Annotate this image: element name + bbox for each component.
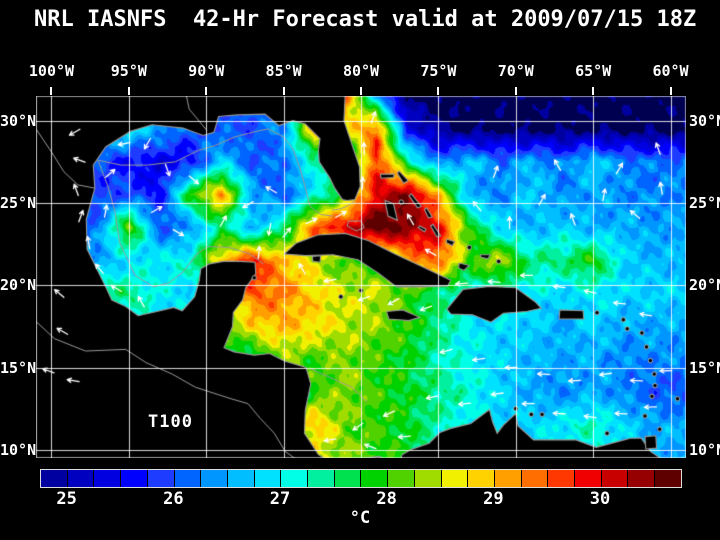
colorbar-tick-label: 26 — [163, 489, 184, 509]
colorbar-segment — [281, 470, 309, 487]
colorbar-segment — [361, 470, 389, 487]
lat-axis-label-right: 25°N — [689, 193, 720, 212]
colorbar-tick-label: 30 — [589, 489, 611, 509]
colorbar-tick-label: 27 — [269, 489, 291, 509]
page-title: NRL IASNFS 42-Hr Forecast valid at 2009/… — [34, 7, 697, 32]
colorbar-segment — [334, 470, 362, 487]
lon-axis-label: 100°W — [28, 62, 75, 80]
lon-tick-mark — [514, 87, 517, 95]
colorbar-tick-label: 25 — [56, 489, 77, 509]
lon-axis-label: 85°W — [265, 62, 302, 80]
colorbar-segment — [441, 470, 469, 487]
colorbar-segment — [121, 470, 148, 487]
lat-axis-label-left: 25°N — [0, 193, 37, 212]
lon-axis-label: 70°W — [497, 62, 534, 80]
lon-axis-label: 95°W — [110, 62, 147, 80]
colorbar-segment — [655, 470, 681, 487]
lon-tick-mark — [437, 87, 440, 95]
lat-axis-label-left: 30°N — [0, 111, 37, 130]
colorbar-segment — [67, 470, 95, 487]
map-canvas — [36, 96, 686, 458]
colorbar-tick-label: 28 — [376, 489, 397, 509]
lat-axis-label-right: 10°N — [689, 440, 720, 459]
colorbar-segment — [174, 470, 202, 487]
lon-tick-mark — [205, 87, 208, 95]
colorbar — [40, 469, 682, 488]
lat-axis-label-left: 20°N — [0, 276, 37, 295]
lat-axis-label-right: 15°N — [689, 358, 720, 377]
map-plot-area: T100 — [36, 96, 686, 458]
lon-axis-label: 65°W — [575, 62, 612, 80]
lon-tick-mark — [282, 87, 285, 95]
colorbar-segment — [227, 470, 255, 487]
lon-axis-label: 75°W — [420, 62, 457, 80]
colorbar-segment — [201, 470, 228, 487]
lon-tick-mark — [592, 87, 595, 95]
lon-axis-label: 90°W — [188, 62, 225, 80]
lat-axis-label-right: 30°N — [689, 111, 720, 130]
colorbar-tick-label: 29 — [483, 489, 504, 509]
depth-level-annotation: T100 — [148, 412, 193, 432]
colorbar-segment — [468, 470, 495, 487]
colorbar-segment — [548, 470, 576, 487]
lat-axis-label-left: 15°N — [0, 358, 37, 377]
colorbar-segment — [308, 470, 335, 487]
colorbar-segment — [575, 470, 602, 487]
lon-tick-mark — [127, 87, 130, 95]
lat-axis-label-left: 10°N — [0, 440, 37, 459]
lon-tick-mark — [50, 87, 53, 95]
colorbar-segment — [388, 470, 415, 487]
colorbar-segment — [41, 470, 68, 487]
colorbar-segment — [601, 470, 629, 487]
lon-tick-mark — [360, 87, 362, 95]
colorbar-segment — [494, 470, 522, 487]
lat-axis-label-right: 20°N — [689, 276, 720, 295]
lon-tick-mark — [669, 87, 672, 95]
colorbar-segment — [254, 470, 282, 487]
colorbar-segment — [147, 470, 175, 487]
colorbar-segment — [94, 470, 122, 487]
lon-axis-label: 60°W — [652, 62, 689, 80]
colorbar-unit-label: °C — [349, 508, 371, 528]
lon-axis-label: 80°W — [342, 62, 380, 80]
colorbar-segment — [628, 470, 656, 487]
colorbar-segment — [414, 470, 442, 487]
colorbar-segment — [521, 470, 549, 487]
